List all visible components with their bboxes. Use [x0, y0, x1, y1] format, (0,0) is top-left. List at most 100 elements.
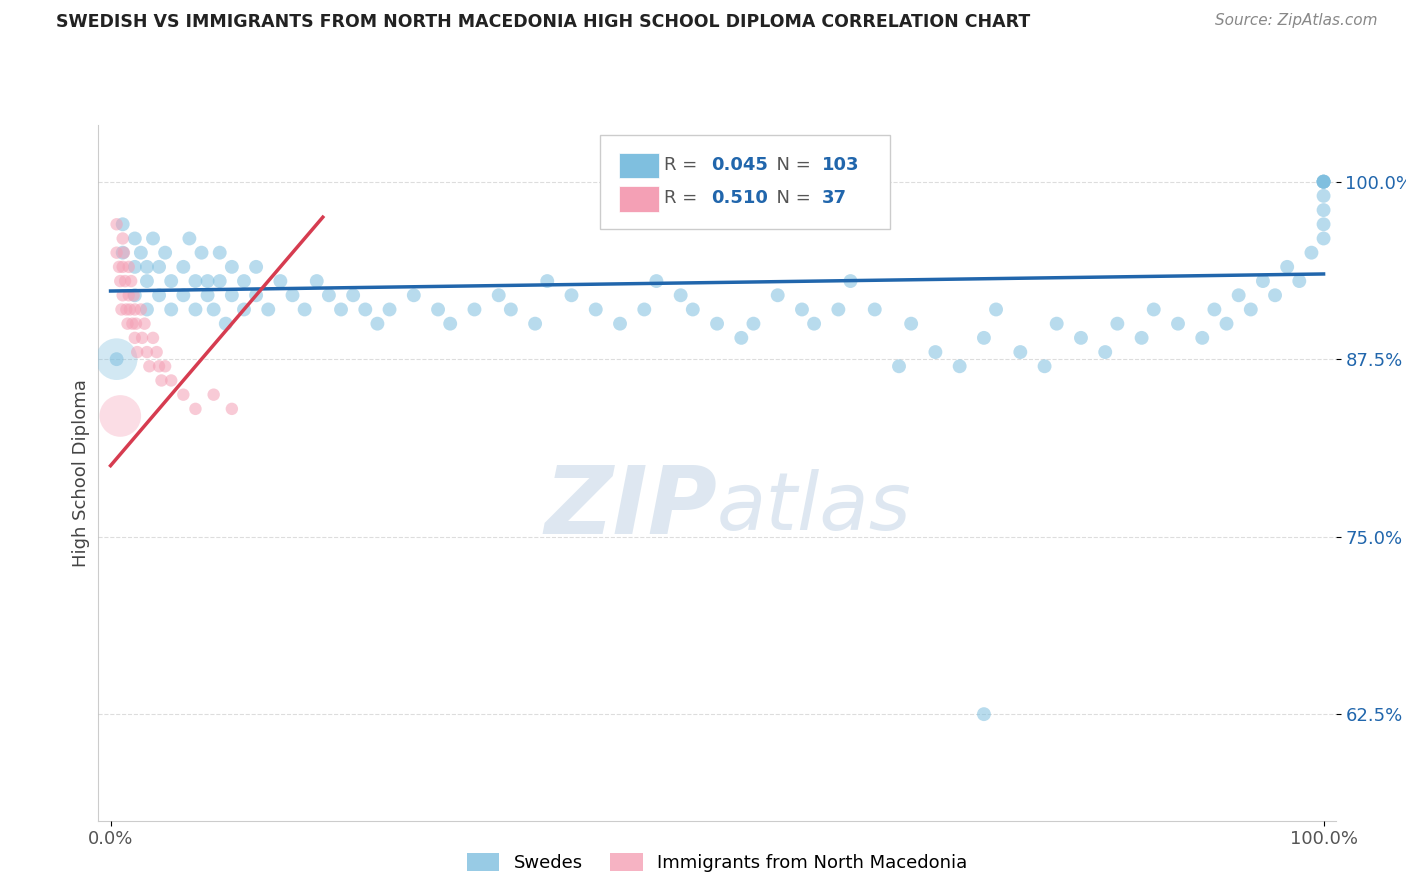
Point: [221, 260, 243, 274]
Point: [1107, 317, 1129, 331]
Point: [208, 274, 231, 288]
Point: [118, 288, 141, 302]
Point: [330, 302, 353, 317]
Legend: Swedes, Immigrants from North Macedonia: Swedes, Immigrants from North Macedonia: [458, 844, 976, 881]
Point: [184, 401, 207, 416]
Point: [669, 288, 692, 302]
Point: [682, 302, 704, 317]
Text: 37: 37: [823, 189, 848, 207]
Point: [488, 288, 510, 302]
Point: [1204, 302, 1226, 317]
Point: [984, 302, 1007, 317]
Point: [439, 317, 461, 331]
Point: [973, 331, 995, 345]
Point: [742, 317, 765, 331]
Point: [354, 302, 377, 317]
Point: [160, 374, 183, 388]
Point: [124, 231, 146, 245]
Point: [1288, 274, 1310, 288]
Point: [1070, 331, 1092, 345]
Point: [1227, 288, 1250, 302]
Point: [863, 302, 886, 317]
Text: N =: N =: [765, 155, 817, 174]
Text: R =: R =: [664, 189, 703, 207]
Point: [124, 331, 146, 345]
Point: [190, 245, 212, 260]
Point: [124, 260, 146, 274]
Text: 0.510: 0.510: [711, 189, 768, 207]
Point: [730, 331, 752, 345]
Point: [184, 274, 207, 288]
Point: [115, 302, 138, 317]
Point: [1094, 345, 1116, 359]
Point: [342, 288, 364, 302]
Point: [160, 302, 183, 317]
Point: [1251, 274, 1274, 288]
Point: [136, 302, 159, 317]
Point: [233, 274, 256, 288]
Point: [105, 352, 128, 367]
Point: [153, 359, 176, 374]
Point: [1191, 331, 1213, 345]
Point: [609, 317, 631, 331]
Text: 0.045: 0.045: [711, 155, 768, 174]
Point: [122, 288, 145, 302]
Point: [111, 245, 134, 260]
Point: [233, 302, 256, 317]
Point: [827, 302, 849, 317]
Point: [803, 317, 825, 331]
Point: [1264, 288, 1286, 302]
Point: [138, 359, 160, 374]
Point: [197, 274, 219, 288]
Point: [402, 288, 425, 302]
Point: [1301, 245, 1323, 260]
Point: [134, 317, 156, 331]
Point: [110, 409, 132, 423]
Point: [112, 245, 135, 260]
Point: [1312, 231, 1334, 245]
Point: [184, 302, 207, 317]
Point: [1312, 189, 1334, 203]
Point: [136, 345, 159, 359]
Point: [463, 302, 485, 317]
Point: [294, 302, 316, 317]
Text: 103: 103: [823, 155, 859, 174]
Point: [1143, 302, 1166, 317]
Point: [105, 245, 128, 260]
Point: [766, 288, 789, 302]
Point: [124, 288, 146, 302]
Point: [136, 274, 159, 288]
Point: [110, 302, 132, 317]
Point: [973, 707, 995, 722]
Point: [172, 288, 194, 302]
Point: [108, 260, 131, 274]
Point: [179, 231, 201, 245]
Point: [118, 302, 141, 317]
Point: [1010, 345, 1032, 359]
Point: [145, 345, 167, 359]
Point: [129, 245, 152, 260]
Point: [887, 359, 910, 374]
Point: [221, 401, 243, 416]
Text: atlas: atlas: [717, 468, 912, 547]
Point: [172, 387, 194, 401]
Point: [378, 302, 401, 317]
Point: [148, 288, 170, 302]
Point: [125, 317, 148, 331]
Point: [114, 274, 136, 288]
Point: [136, 260, 159, 274]
Point: [121, 317, 143, 331]
Text: R =: R =: [664, 155, 703, 174]
Point: [111, 288, 134, 302]
Point: [215, 317, 238, 331]
Point: [1312, 175, 1334, 189]
Point: [1033, 359, 1056, 374]
Point: [524, 317, 547, 331]
Point: [142, 331, 165, 345]
Point: [1312, 175, 1334, 189]
Point: [1312, 175, 1334, 189]
Point: [129, 302, 152, 317]
Point: [281, 288, 304, 302]
Point: [1240, 302, 1263, 317]
Point: [111, 260, 134, 274]
